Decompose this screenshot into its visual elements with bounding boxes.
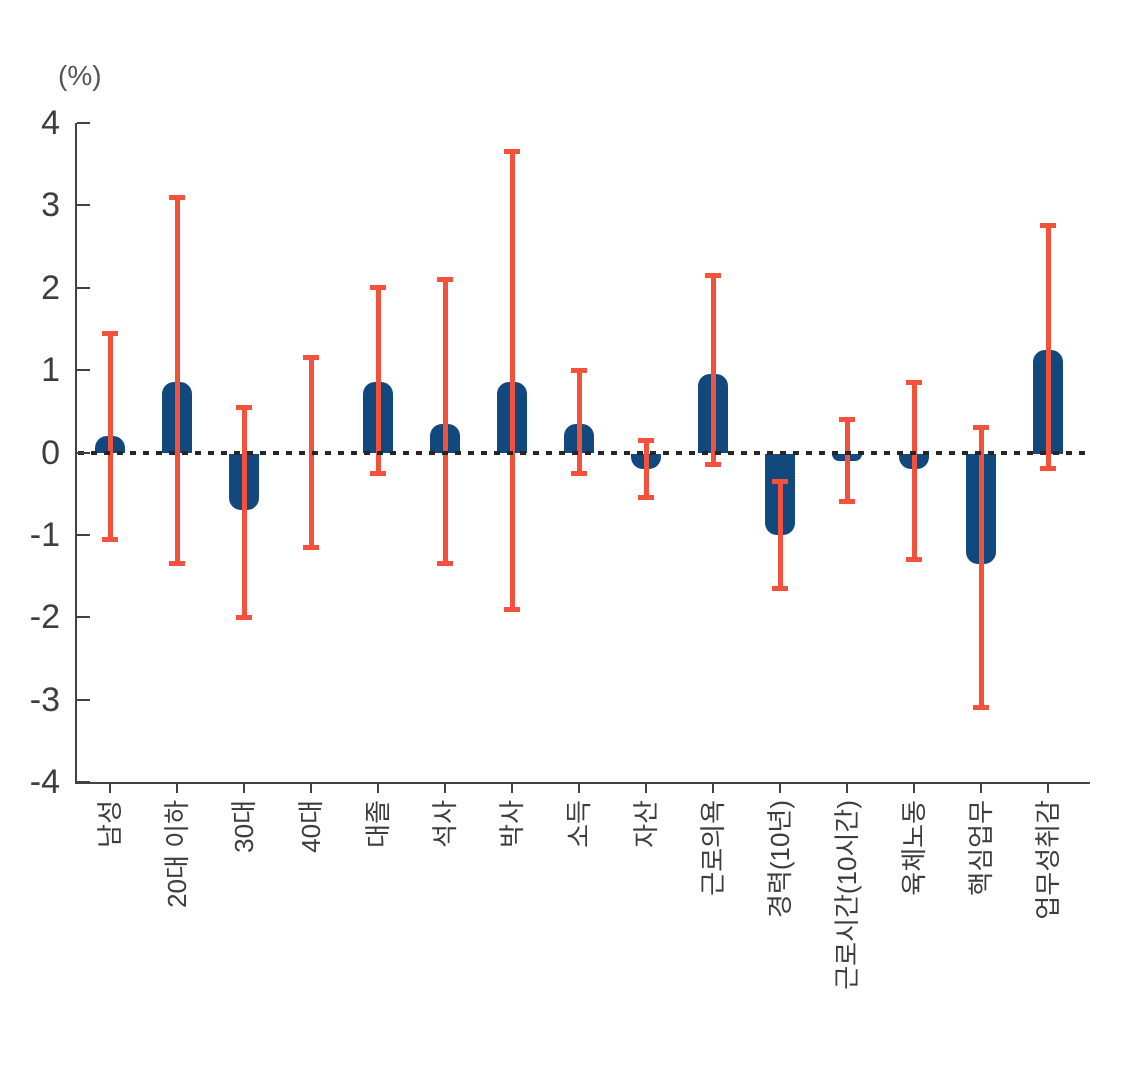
y-tick xyxy=(77,451,90,454)
error-bar-line xyxy=(241,407,247,618)
y-tick-label: 2 xyxy=(41,268,60,307)
error-bar-cap xyxy=(169,561,185,567)
x-tick-label: 육체노동 xyxy=(899,800,929,896)
error-bar-cap xyxy=(906,557,922,563)
x-tick-label: 경력(10년) xyxy=(765,800,795,918)
x-tick-label: 근로의욕 xyxy=(698,800,728,896)
error-bar-line xyxy=(777,481,783,589)
error-bar-line xyxy=(107,333,113,540)
error-bar-line xyxy=(375,287,381,474)
error-bar-cap xyxy=(437,561,453,567)
error-bar-line xyxy=(978,427,984,708)
y-tick xyxy=(77,781,90,784)
x-tick-label: 핵심업무 xyxy=(966,800,996,896)
x-tick xyxy=(377,784,379,793)
x-tick xyxy=(109,784,111,793)
y-tick xyxy=(77,369,90,372)
x-tick xyxy=(779,784,781,793)
error-bar-line xyxy=(1045,225,1051,469)
x-tick xyxy=(444,784,446,793)
y-tick-label: -4 xyxy=(29,763,60,802)
x-tick-label: 석사 xyxy=(430,800,460,848)
x-tick-label: 소득 xyxy=(564,800,594,848)
y-tick-label: 0 xyxy=(41,433,60,472)
error-bar-cap xyxy=(437,276,453,282)
zero-baseline xyxy=(78,450,1090,455)
x-tick-label: 박사 xyxy=(497,800,527,848)
error-bar-cap xyxy=(504,606,520,612)
error-bar-cap xyxy=(1040,223,1056,229)
y-tick xyxy=(77,616,90,619)
error-bar-line xyxy=(442,279,448,564)
x-tick-label: 자산 xyxy=(631,800,661,848)
x-tick-label: 20대 이하 xyxy=(162,800,192,908)
y-tick-label: -1 xyxy=(29,515,60,554)
error-bar-cap xyxy=(638,437,654,443)
x-tick-label: 40대 xyxy=(296,800,326,853)
error-bar-cap xyxy=(169,194,185,200)
error-bar-line xyxy=(710,275,716,465)
error-bar-cap xyxy=(303,355,319,361)
error-bar-cap xyxy=(839,417,855,423)
y-tick-label: 1 xyxy=(41,351,60,390)
error-bar-cap xyxy=(504,149,520,155)
error-bar-cap xyxy=(303,544,319,550)
error-bar-line xyxy=(174,197,180,564)
error-bar-cap xyxy=(839,499,855,505)
error-bar-cap xyxy=(973,705,989,711)
y-tick xyxy=(77,533,90,536)
y-tick xyxy=(77,204,90,207)
x-tick xyxy=(511,784,513,793)
x-tick xyxy=(1047,784,1049,793)
y-tick-label: -3 xyxy=(29,680,60,719)
error-bar-cap xyxy=(705,462,721,468)
y-tick-label: 3 xyxy=(41,186,60,225)
error-bar-cap xyxy=(236,404,252,410)
error-bar-line xyxy=(576,370,582,474)
error-bar-cap xyxy=(772,585,788,591)
x-tick-label: 남성 xyxy=(95,800,125,848)
error-bar-cap xyxy=(1040,466,1056,472)
error-bar-cap xyxy=(236,614,252,620)
error-bar-cap xyxy=(370,470,386,476)
error-bar-line xyxy=(509,151,515,610)
y-tick-label: -2 xyxy=(29,598,60,637)
x-tick xyxy=(712,784,714,793)
y-axis-unit-label: (%) xyxy=(58,60,102,91)
y-tick-label: 4 xyxy=(41,103,60,142)
x-tick xyxy=(310,784,312,793)
x-tick-label: 30대 xyxy=(229,800,259,853)
x-tick xyxy=(578,784,580,793)
y-tick xyxy=(77,121,90,124)
x-tick xyxy=(846,784,848,793)
x-tick-label: 대졸 xyxy=(363,800,393,848)
x-tick xyxy=(980,784,982,793)
x-tick-label: 업무성취감 xyxy=(1033,800,1063,920)
x-tick xyxy=(176,784,178,793)
error-bar-line xyxy=(643,440,649,498)
y-axis-line xyxy=(75,123,77,782)
error-bar-cap xyxy=(370,285,386,291)
error-bar-cap xyxy=(102,536,118,542)
x-axis-line xyxy=(75,782,1090,784)
error-bar-cap xyxy=(973,425,989,431)
x-tick xyxy=(913,784,915,793)
error-bar-cap xyxy=(705,272,721,278)
error-bar-line xyxy=(911,382,917,560)
x-tick-label: 근로시간(10시간) xyxy=(832,800,862,990)
x-tick xyxy=(645,784,647,793)
x-tick xyxy=(243,784,245,793)
error-bar-cap xyxy=(102,330,118,336)
error-bar-cap xyxy=(571,367,587,373)
y-tick xyxy=(77,286,90,289)
y-tick xyxy=(77,698,90,701)
error-bar-cap xyxy=(772,478,788,484)
error-bar-line xyxy=(844,419,850,502)
error-bar-cap xyxy=(571,470,587,476)
error-bar-cap xyxy=(906,379,922,385)
error-bar-cap xyxy=(638,495,654,501)
